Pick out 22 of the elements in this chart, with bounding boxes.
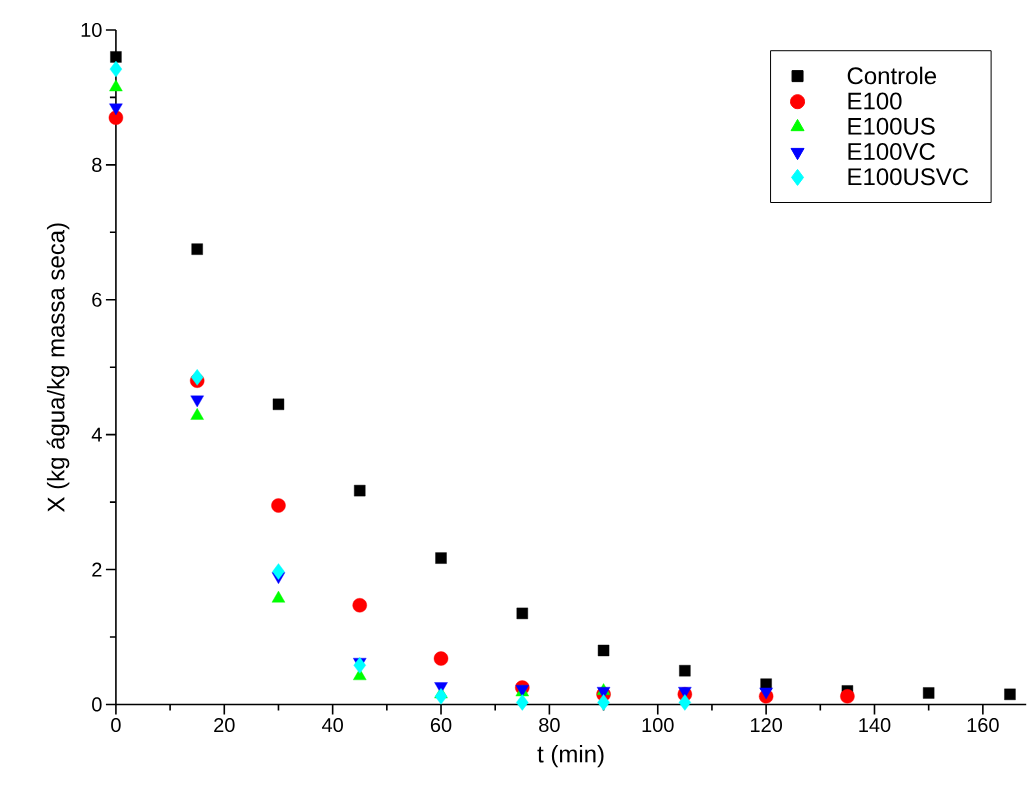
x-tick-label: 160 (967, 717, 999, 732)
legend-label: E100US (848, 117, 935, 135)
x-axis-title: t (min) (537, 744, 604, 768)
legend-label: E100VC (848, 142, 935, 160)
x-tick-label: 60 (430, 717, 452, 732)
y-tick-label: 2 (92, 562, 102, 577)
legend-label: E100 (848, 92, 902, 110)
y-tick-label: 4 (91, 427, 102, 442)
x-tick-label: 120 (750, 717, 782, 732)
y-tick-label: 10 (81, 22, 102, 37)
x-tick-label: 40 (321, 717, 343, 732)
x-tick-label: 0 (111, 717, 121, 732)
x-tick-label: 20 (214, 717, 235, 732)
x-tick-label: 140 (859, 717, 891, 732)
x-tick-label: 100 (642, 717, 674, 732)
y-axis-title: X (kg água/kg massa seca) (46, 223, 70, 512)
y-tick-label: 6 (92, 292, 102, 307)
legend-label: Controle (847, 66, 937, 85)
legend-label: E100USVC (848, 168, 969, 186)
y-tick-label: 0 (92, 697, 102, 712)
y-tick-label: 8 (92, 157, 102, 172)
x-tick-label: 80 (539, 717, 560, 732)
